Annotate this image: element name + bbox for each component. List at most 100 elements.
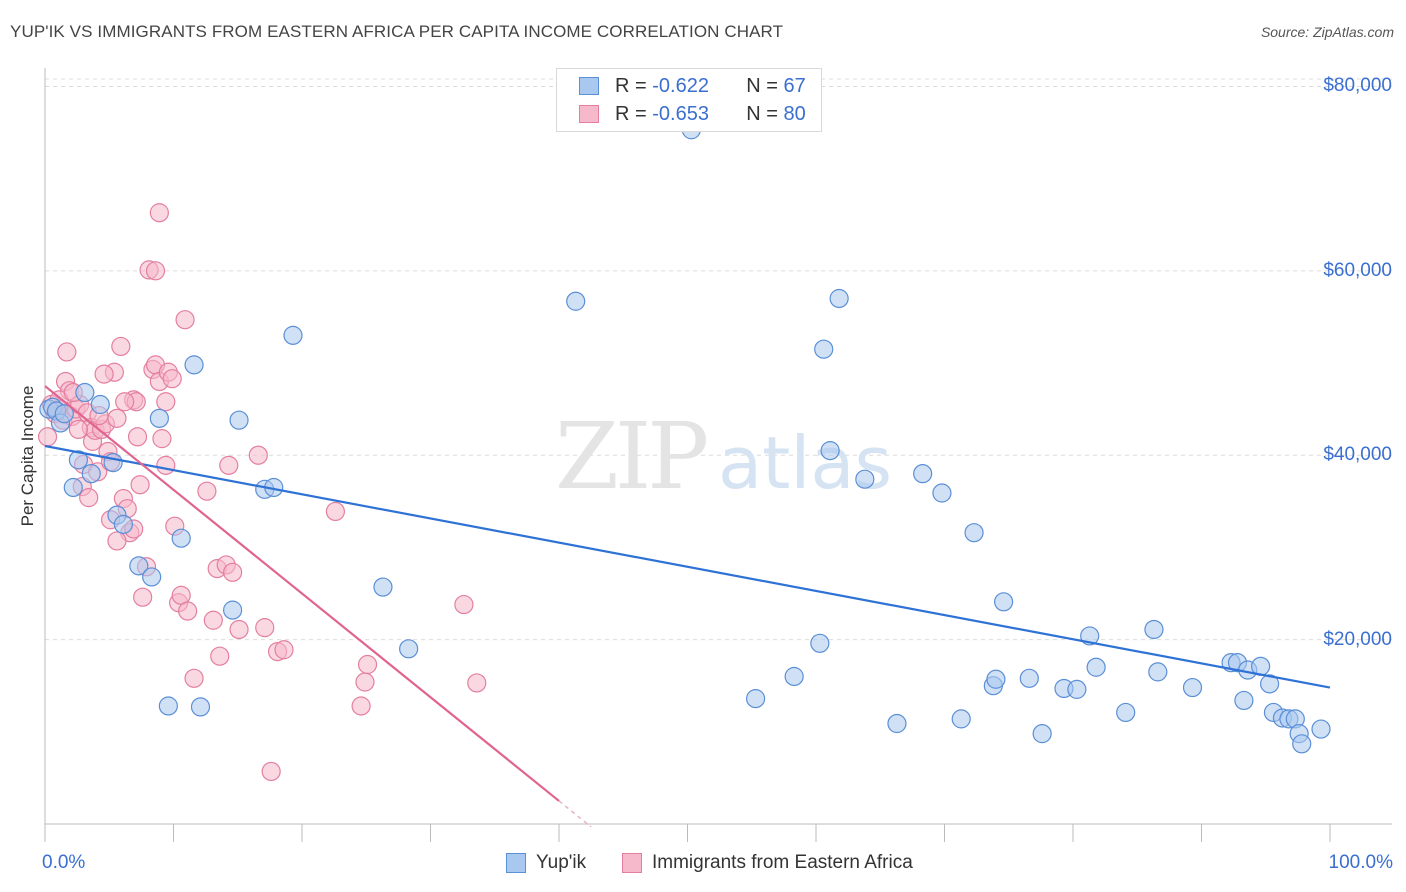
bottom-legend-swatch-blue [506, 853, 526, 873]
data-point [325, 501, 346, 522]
watermark: ZIP atlas [555, 403, 892, 510]
data-point [951, 709, 971, 729]
legend-r-value: -0.622 [652, 74, 709, 97]
data-point [113, 514, 133, 534]
data-point [190, 697, 211, 717]
legend-swatch-blue [579, 77, 599, 95]
trend-line-yupik [44, 444, 1331, 689]
chart-source: Source: ZipAtlas.com [1260, 24, 1394, 40]
data-point [57, 342, 77, 362]
x-tick-label-max: 100.0% [1328, 852, 1393, 873]
data-point [219, 455, 239, 475]
trend-lines [44, 385, 1331, 828]
data-point [255, 618, 275, 638]
data-point [399, 639, 419, 659]
data-point [1019, 668, 1039, 688]
y-tick-label: $80,000 [1323, 75, 1392, 97]
data-point [261, 761, 281, 782]
legend-r-label: R = [615, 74, 647, 97]
data-point [129, 556, 149, 576]
data-point [210, 646, 230, 666]
trend-line-eastern-africa-extension [558, 800, 592, 828]
data-point [68, 450, 89, 470]
data-point [145, 261, 166, 281]
data-point [1292, 734, 1312, 754]
data-point [1182, 677, 1203, 698]
data-point [54, 404, 74, 424]
data-point [814, 339, 834, 359]
data-point [152, 429, 172, 449]
data-point [829, 288, 849, 309]
data-point [68, 419, 89, 440]
data-point [133, 587, 153, 607]
data-point [1032, 724, 1052, 744]
gridlines [45, 78, 1392, 641]
data-point [107, 531, 127, 551]
data-point [171, 528, 191, 548]
legend-n-label: N = [746, 102, 778, 125]
data-point [986, 669, 1006, 689]
data-point [175, 310, 195, 330]
legend-r-value: -0.653 [652, 102, 709, 125]
data-point [784, 666, 804, 687]
data-point [223, 562, 243, 582]
data-point [994, 592, 1014, 612]
legend-row-eastern-africa: R = -0.653 N = 80 [579, 102, 806, 126]
data-point [351, 696, 371, 716]
data-point [184, 355, 204, 375]
legend-n-value: 80 [783, 102, 806, 125]
data-point [115, 392, 135, 412]
data-point [156, 392, 176, 412]
y-tick-label: $60,000 [1323, 259, 1392, 281]
data-point [1086, 657, 1106, 677]
data-point [229, 619, 249, 640]
bottom-legend-swatch-pink [622, 853, 642, 873]
data-point [357, 654, 378, 675]
data-point [158, 696, 178, 716]
data-point [248, 445, 268, 465]
data-point [94, 364, 114, 384]
data-point [111, 336, 131, 357]
data-point [1148, 662, 1168, 682]
data-point [454, 594, 474, 615]
data-point [81, 464, 101, 484]
data-point [1260, 674, 1280, 694]
legend-n-label: N = [746, 74, 778, 97]
series-yupik-points [39, 120, 1331, 754]
data-point [184, 668, 204, 688]
data-point [223, 600, 243, 620]
data-point [1067, 679, 1087, 699]
bottom-legend-label-eastern-africa: Immigrants from Eastern Africa [652, 852, 913, 873]
data-point [467, 673, 487, 693]
watermark-atlas: atlas [718, 421, 892, 505]
y-tick-label: $40,000 [1323, 444, 1392, 466]
watermark-zip: ZIP [555, 403, 706, 510]
data-point [820, 441, 840, 461]
stats-legend: R = -0.622 N = 67 R = -0.653 N = 80 [556, 68, 822, 132]
data-point [913, 464, 933, 484]
data-point [103, 452, 123, 473]
data-point [197, 481, 217, 501]
data-point [810, 633, 830, 653]
legend-row-yupik: R = -0.622 N = 67 [579, 74, 806, 98]
data-point [107, 408, 127, 428]
data-point [274, 640, 294, 660]
bottom-legend-label-yupik: Yup'ik [536, 852, 587, 873]
data-point [63, 477, 83, 498]
chart-title: YUP'IK VS IMMIGRANTS FROM EASTERN AFRICA… [10, 22, 784, 41]
data-point [178, 601, 198, 621]
data-point [149, 408, 169, 428]
trend-line-eastern-africa [44, 385, 560, 802]
y-axis-label: Per Capita Income [18, 385, 37, 527]
data-point [932, 483, 952, 503]
data-point [355, 672, 375, 692]
data-point [79, 488, 99, 508]
data-point [75, 382, 95, 403]
data-point [162, 369, 182, 389]
data-point [566, 291, 586, 311]
data-point [1234, 690, 1254, 711]
legend-n-value: 67 [783, 74, 806, 97]
data-point [90, 394, 110, 415]
data-point [1311, 719, 1331, 739]
